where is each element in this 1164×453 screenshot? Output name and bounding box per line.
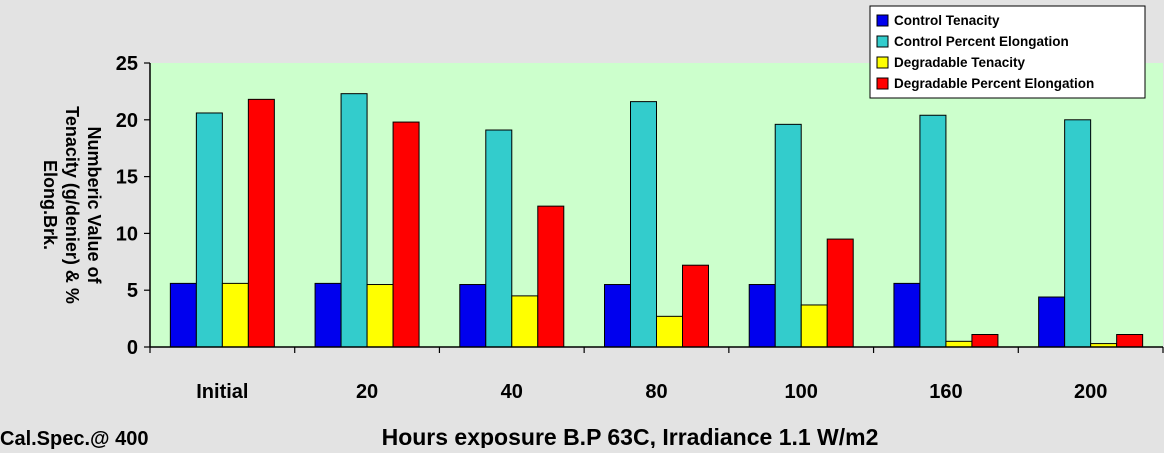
x-axis-label: Hours exposure B.P 63C, Irradiance 1.1 W… (382, 424, 879, 448)
bar-100-series-3 (800, 304, 828, 348)
bar-80-series-3 (656, 315, 683, 348)
bar-80-series-4 (682, 264, 709, 348)
x-tick-label: 80 (645, 381, 667, 403)
x-tick-label: 20 (356, 381, 378, 403)
legend-swatch (876, 77, 889, 90)
legend-label: Degradable Percent Elongation (894, 76, 1094, 91)
bar-40-series-3 (511, 295, 539, 348)
footnote: Cal.Spec.@ 400 (0, 428, 149, 450)
bar-initial-series-2 (195, 112, 223, 348)
bar-200-series-2 (1064, 119, 1092, 348)
bar-160-series-2 (919, 114, 947, 348)
legend-label: Control Tenacity (894, 13, 1000, 28)
x-tick-label: Initial (196, 381, 248, 403)
x-tick-label: 100 (785, 381, 818, 403)
y-tick-label: 20 (116, 110, 138, 132)
bar-100-series-1 (748, 284, 776, 348)
bar-40-series-2 (485, 129, 513, 348)
bar-160-series-3 (945, 340, 973, 348)
y-tick-labels: 0 5 10 15 20 25 (116, 53, 138, 359)
bar-40-series-4 (537, 205, 565, 348)
legend-label: Degradable Tenacity (894, 55, 1026, 70)
y-tick-label: 5 (127, 280, 138, 302)
bar-20-series-3 (366, 284, 394, 348)
bar-20-series-2 (340, 93, 368, 348)
bar-20-series-4 (392, 121, 420, 348)
legend-label: Control Percent Elongation (894, 34, 1069, 49)
bar-initial-series-1 (169, 282, 197, 348)
bar-40-series-1 (459, 284, 487, 348)
axes-group (144, 62, 1164, 353)
y-tick-label: 15 (116, 167, 138, 189)
legend-swatch (876, 14, 889, 27)
bar-100-series-4 (826, 238, 854, 348)
y-tick-label: 0 (127, 337, 138, 359)
bar-160-series-1 (893, 282, 921, 348)
legend-swatch (876, 56, 889, 69)
y-tick-label: 10 (116, 223, 138, 245)
bar-200-series-4 (1116, 334, 1144, 348)
bar-160-series-4 (971, 334, 999, 348)
bar-80-series-1 (604, 284, 631, 348)
y-tick-label: 25 (116, 53, 138, 75)
x-tick-label: 200 (1074, 381, 1107, 403)
x-tick-label: 40 (501, 381, 523, 403)
x-tick-label: 160 (929, 381, 962, 403)
legend: Control Tenacity Control Percent Elongati… (869, 5, 1146, 99)
bar-100-series-2 (774, 123, 802, 348)
legend-box (869, 5, 1146, 99)
bar-initial-series-4 (247, 98, 275, 348)
y-axis-label-line: Tenacity (g/denier) & % (62, 106, 82, 304)
x-tick-labels: Initial 20 40 80 100 160 200 (196, 381, 1107, 403)
y-axis-label-line: Elong.Brk. (40, 160, 60, 250)
bar-200-series-1 (1038, 296, 1066, 348)
bar-initial-series-3 (221, 282, 249, 348)
y-axis-label-line: Numberic Value of (84, 126, 104, 284)
bars-group (169, 93, 1144, 348)
legend-swatch (876, 35, 889, 48)
bar-20-series-1 (314, 282, 342, 348)
bar-80-series-2 (630, 101, 657, 348)
